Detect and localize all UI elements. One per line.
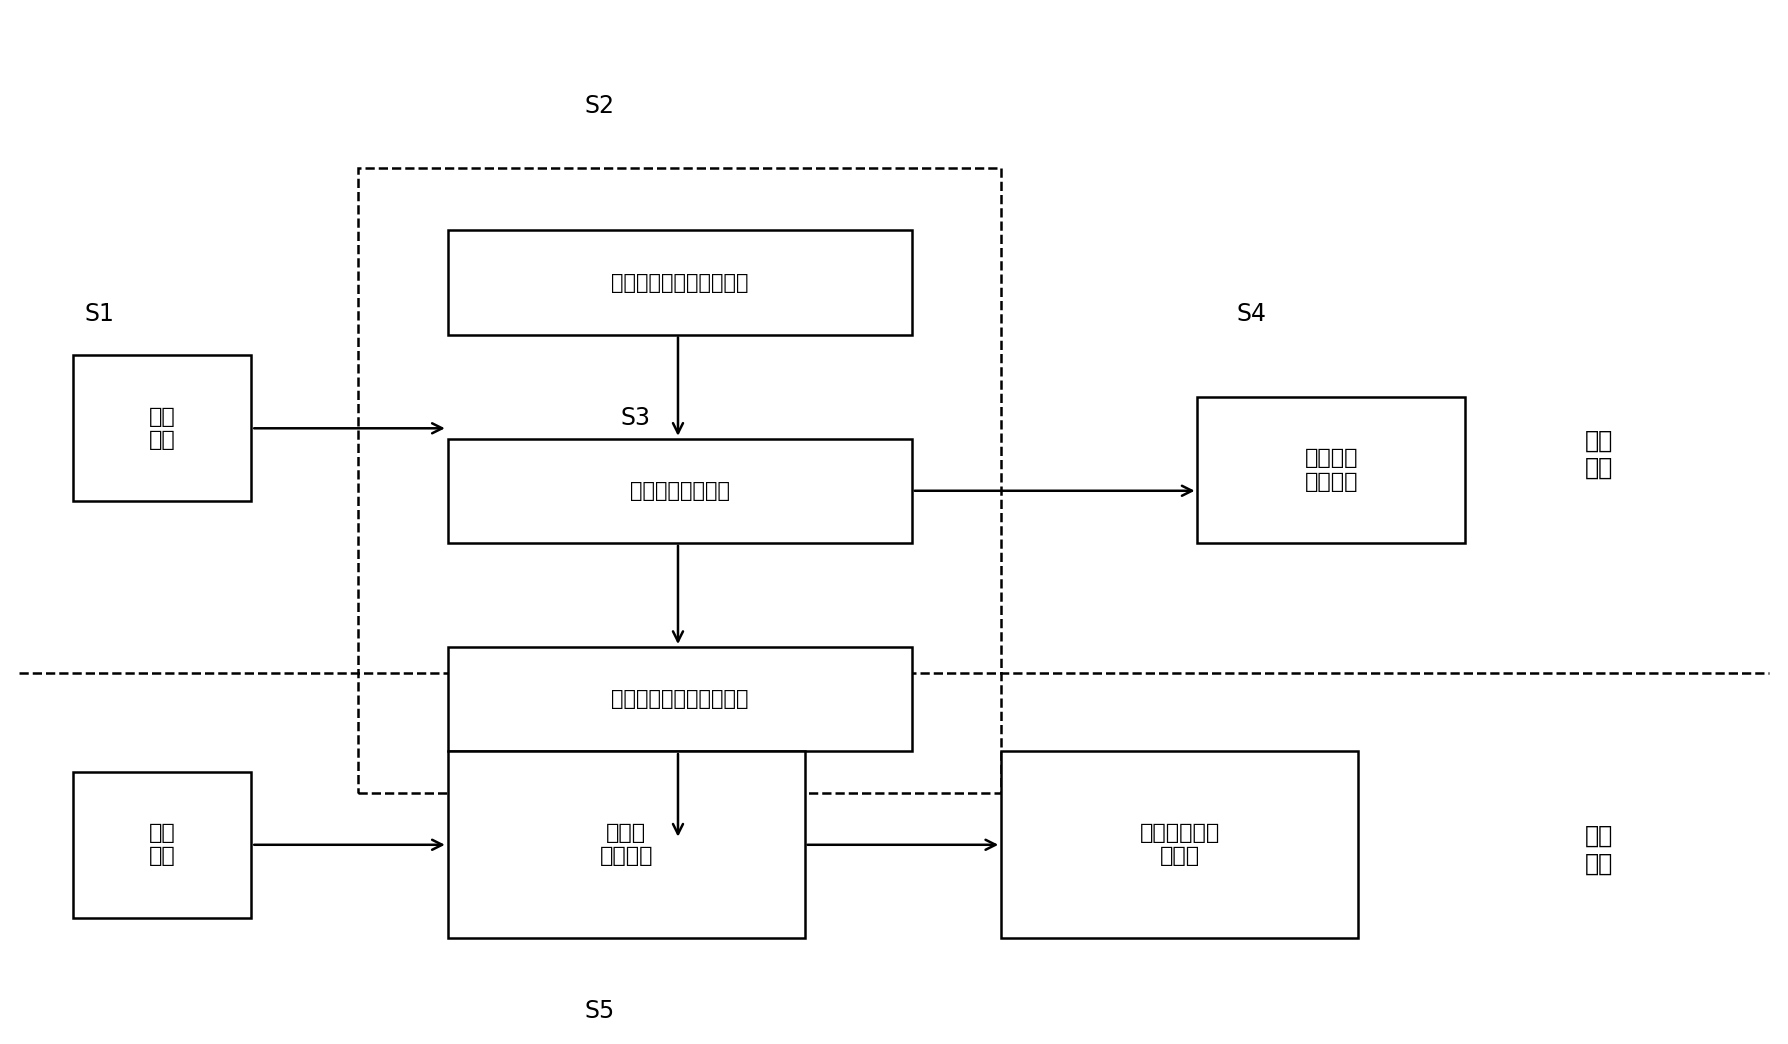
Bar [1001,751,1359,939]
Text: S4: S4 [1236,302,1266,326]
Text: 训练空间
关系模型: 训练空间 关系模型 [1305,448,1359,492]
Text: S2: S2 [585,94,615,118]
Text: 训练目标整体级联分类器: 训练目标整体级联分类器 [611,272,749,292]
Text: 提取
特征: 提取 特征 [148,407,175,450]
Text: S3: S3 [620,406,651,430]
Bar [447,751,805,939]
Text: 定位各个部件位置: 定位各个部件位置 [629,481,730,501]
Text: 检测与
识别定位: 检测与 识别定位 [599,823,653,867]
Text: S1: S1 [84,302,114,326]
Text: 训练目标部件级联分类器: 训练目标部件级联分类器 [611,689,749,709]
Text: 提取
特征: 提取 特征 [148,823,175,867]
Text: 检测与识别定
位结果: 检测与识别定 位结果 [1139,823,1219,867]
Bar [358,168,1001,792]
Text: 识别
过程: 识别 过程 [1584,824,1613,876]
Bar [447,647,912,751]
Bar [447,438,912,543]
Bar [73,355,252,501]
Text: 训练
过程: 训练 过程 [1584,428,1613,480]
Bar [1198,397,1466,543]
Text: S5: S5 [585,999,615,1023]
Bar [73,772,252,918]
Bar [447,231,912,334]
